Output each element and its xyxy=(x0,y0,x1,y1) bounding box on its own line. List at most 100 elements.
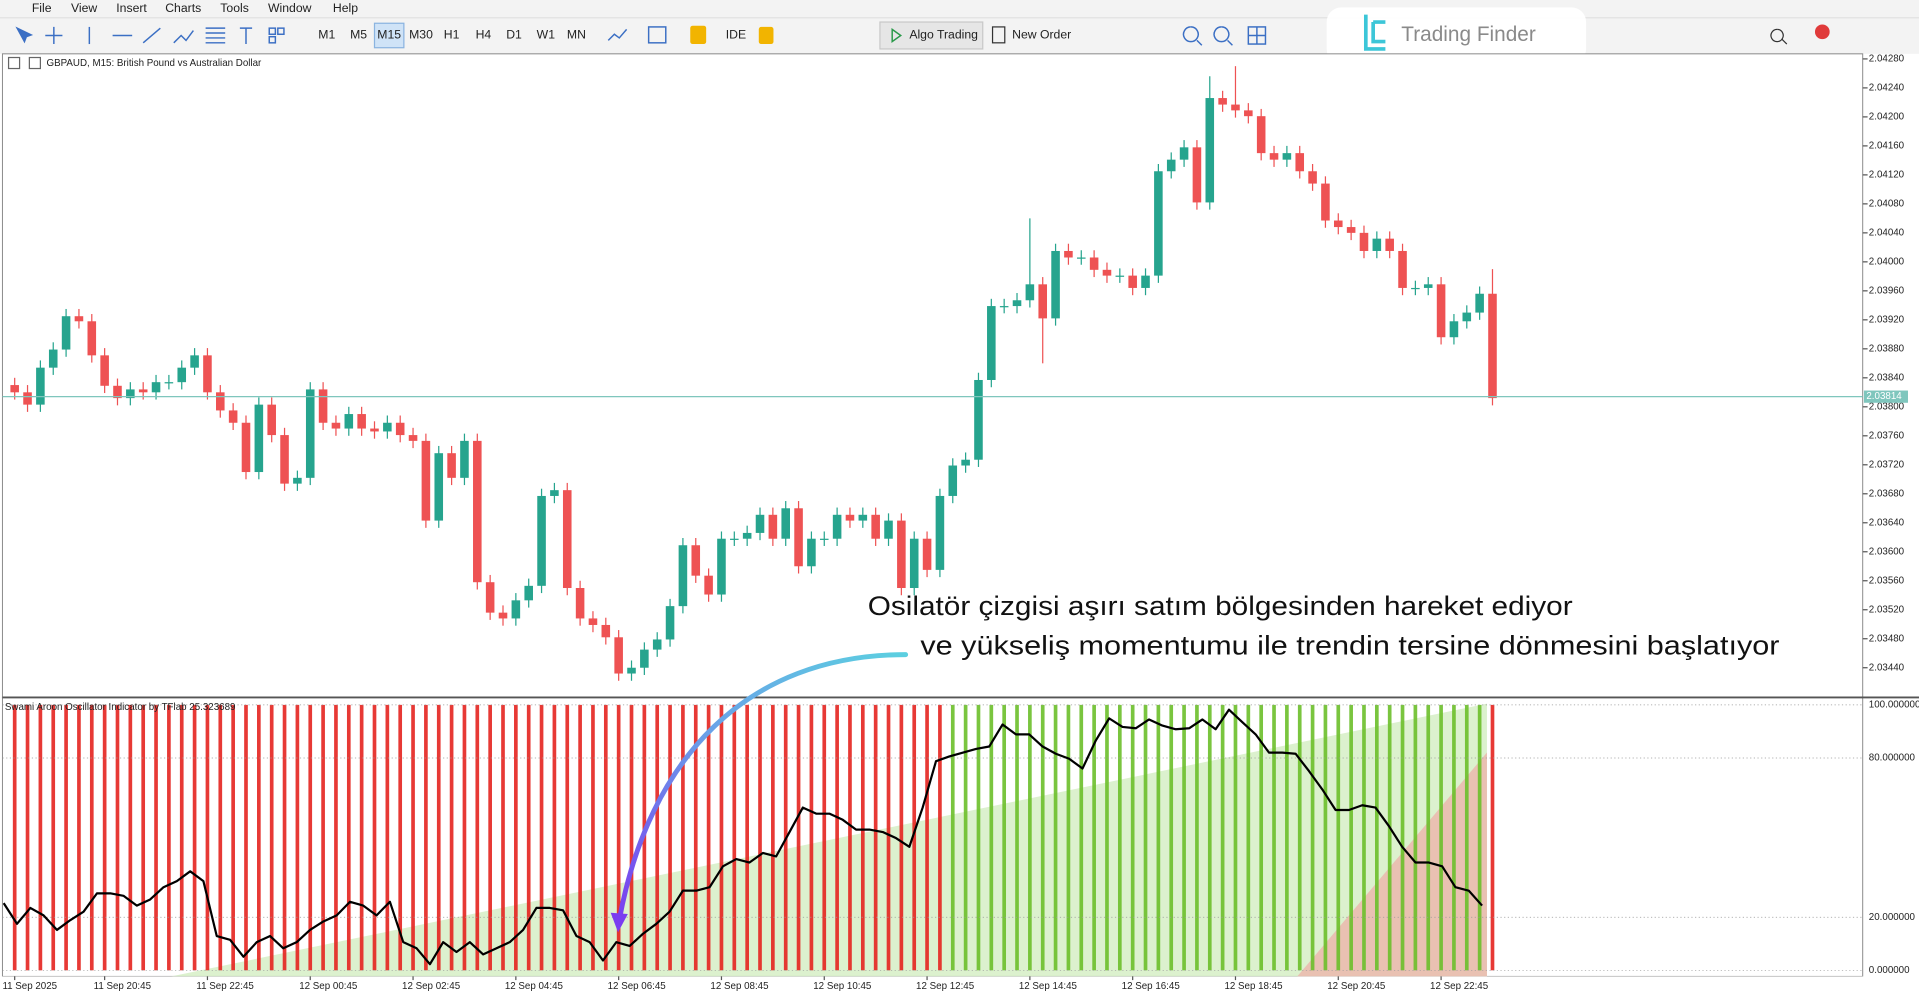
candle-body xyxy=(1411,287,1420,290)
signal-bar xyxy=(514,704,518,971)
timeframe-button[interactable]: H4 xyxy=(476,28,492,42)
signal-bar xyxy=(591,704,595,971)
candle-body xyxy=(550,490,559,496)
candle-body xyxy=(395,422,405,436)
signal-bar xyxy=(539,704,544,971)
signal-bar xyxy=(938,704,942,971)
timeframe-button[interactable]: W1 xyxy=(537,28,556,42)
candle-body xyxy=(460,440,469,478)
signal-bar xyxy=(822,704,827,971)
signal-bar xyxy=(1207,704,1212,971)
tool-icons xyxy=(15,26,1267,46)
signal-bar xyxy=(449,704,454,971)
notification-badge[interactable] xyxy=(1814,24,1830,40)
signal-bar xyxy=(1452,704,1456,971)
candle-body xyxy=(807,538,816,567)
signal-bar xyxy=(462,704,467,971)
menu-item[interactable]: Tools xyxy=(220,1,249,15)
signal-bar xyxy=(1156,704,1161,971)
cursor-icon xyxy=(15,26,34,44)
signal-bar xyxy=(1323,704,1328,971)
candle-body xyxy=(447,453,456,478)
signal-bars xyxy=(12,704,1495,971)
candle-body xyxy=(228,410,238,423)
candle-body xyxy=(781,508,790,539)
active-timeframe[interactable] xyxy=(373,22,405,49)
candle-body xyxy=(1218,98,1227,105)
candle-body xyxy=(498,612,508,619)
candle-body xyxy=(961,459,970,466)
candle-body xyxy=(280,435,289,484)
signal-bar xyxy=(12,704,17,971)
signal-bar xyxy=(218,704,223,971)
symbol-title: GBPAUD, M15: British Pound vs Australian… xyxy=(47,58,263,69)
candle-body xyxy=(293,477,302,484)
menu-item[interactable]: File xyxy=(32,1,52,15)
signal-bar xyxy=(1477,704,1482,971)
signal-bar xyxy=(1285,704,1289,971)
signal-bar xyxy=(1143,704,1148,971)
candle-body xyxy=(1154,171,1163,276)
x-tick-label: 12 Sep 14:45 xyxy=(1019,981,1078,992)
y-tick-label: 2.03680 xyxy=(1869,488,1905,499)
timeframe-button[interactable]: H1 xyxy=(444,28,460,42)
x-tick-label: 12 Sep 06:45 xyxy=(608,981,667,992)
signal-bar xyxy=(732,704,737,971)
signal-bar xyxy=(359,704,364,971)
signal-bar xyxy=(1169,704,1174,971)
signal-bar xyxy=(963,704,968,971)
signal-bar xyxy=(796,704,801,971)
candle-body xyxy=(742,532,752,539)
candle-body xyxy=(1398,250,1407,288)
new-order-button[interactable]: New Order xyxy=(1012,28,1071,42)
candle-body xyxy=(1025,284,1035,301)
timeframe-button[interactable]: M1 xyxy=(318,28,335,42)
market-icon xyxy=(690,25,707,45)
x-tick-label: 12 Sep 10:45 xyxy=(813,981,872,992)
signal-bar xyxy=(899,704,904,971)
signal-bar xyxy=(501,704,505,971)
timeframe-button[interactable]: MN xyxy=(567,28,586,42)
timeframe-button[interactable]: M5 xyxy=(350,28,367,42)
menu-bar: File View Insert Charts Tools Window Help xyxy=(32,1,358,15)
y-tick-label: 2.03720 xyxy=(1869,459,1905,470)
signal-bar xyxy=(346,704,351,971)
signal-bar xyxy=(64,704,68,971)
y-tick-label: 2.04160 xyxy=(1869,140,1905,151)
x-tick-label: 12 Sep 22:45 xyxy=(1430,981,1489,992)
candle-body xyxy=(845,514,855,521)
menu-item[interactable]: Charts xyxy=(165,1,201,15)
candle-body xyxy=(151,382,161,393)
signal-bar xyxy=(1079,704,1084,971)
timeframe-button[interactable]: D1 xyxy=(506,28,522,42)
y-tick-label: 2.03480 xyxy=(1869,633,1905,644)
y-tick-label: 2.03560 xyxy=(1869,575,1905,586)
logo-bg xyxy=(1326,7,1587,64)
shapes-icon xyxy=(268,35,277,44)
x-tick-label: 11 Sep 22:45 xyxy=(196,981,254,992)
signal-bar xyxy=(771,704,775,971)
candle-body xyxy=(485,582,495,613)
signal-bar xyxy=(1310,704,1315,971)
candle-body xyxy=(665,606,675,640)
signal-bar xyxy=(488,704,492,971)
menu-item[interactable]: Help xyxy=(333,1,358,15)
candle-body xyxy=(678,545,688,607)
timeframe-button[interactable]: M15 xyxy=(377,28,401,42)
algo-button-bg[interactable] xyxy=(879,21,984,50)
signal-bar xyxy=(411,704,415,971)
timeframe-button[interactable]: M30 xyxy=(409,28,433,42)
candle-body xyxy=(1346,227,1356,233)
x-tick-label: 12 Sep 02:45 xyxy=(402,981,461,992)
candle-body xyxy=(305,389,315,478)
menu-item[interactable]: Window xyxy=(268,1,312,15)
signal-bar xyxy=(1117,704,1122,971)
search-icon[interactable] xyxy=(1770,28,1788,45)
menu-item[interactable]: View xyxy=(71,1,97,15)
x-tick-label: 12 Sep 00:45 xyxy=(299,981,358,992)
signal-bar xyxy=(1053,704,1058,971)
grid-icon xyxy=(1248,26,1266,45)
menu-item[interactable]: Insert xyxy=(116,1,147,15)
algo-trading-button[interactable]: Algo Trading xyxy=(909,28,978,42)
ide-button[interactable]: IDE xyxy=(726,28,746,42)
